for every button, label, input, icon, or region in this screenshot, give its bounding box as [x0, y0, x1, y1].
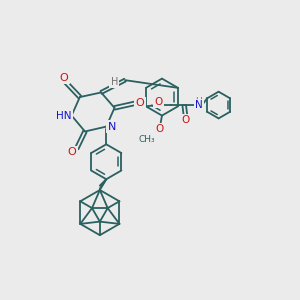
Text: CH₃: CH₃ [139, 136, 155, 145]
Text: N: N [195, 100, 203, 110]
Text: HN: HN [56, 111, 71, 121]
Text: H: H [196, 97, 202, 106]
Text: O: O [136, 98, 144, 108]
Text: O: O [182, 116, 190, 125]
Text: O: O [59, 73, 68, 83]
Text: H: H [111, 77, 118, 87]
Text: O: O [68, 147, 76, 157]
Text: N: N [108, 122, 116, 132]
Text: O: O [156, 124, 164, 134]
Text: O: O [154, 97, 163, 107]
